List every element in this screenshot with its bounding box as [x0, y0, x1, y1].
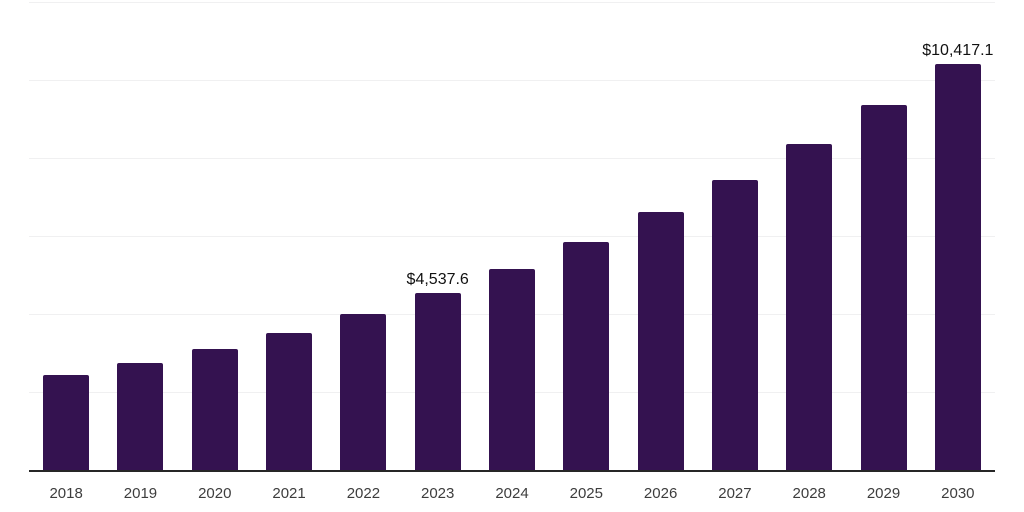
bar-2030[interactable]	[934, 64, 981, 470]
x-tick-2028: 2028	[792, 485, 826, 502]
x-tick-2023: 2023	[421, 485, 455, 502]
x-tick-2024: 2024	[495, 485, 529, 502]
x-tick-2030: 2030	[941, 485, 975, 502]
bar-2021[interactable]	[266, 333, 313, 470]
bar-2029[interactable]	[860, 105, 907, 470]
x-tick-2019: 2019	[123, 485, 158, 502]
x-tick-2026: 2026	[643, 485, 678, 502]
data-label-2030: $10,417.1	[922, 42, 994, 59]
bar-2028[interactable]	[786, 144, 833, 470]
gridline	[29, 80, 995, 81]
bar-2024[interactable]	[489, 269, 535, 470]
bar-2022[interactable]	[340, 314, 387, 470]
x-tick-2029: 2029	[866, 485, 901, 502]
bar-2027[interactable]	[711, 180, 758, 470]
x-tick-2020: 2020	[198, 485, 232, 502]
gridline	[29, 2, 995, 3]
bar-2020[interactable]	[191, 349, 238, 470]
gridline	[29, 158, 995, 159]
bar-2026[interactable]	[637, 212, 684, 470]
bar-2018[interactable]	[43, 375, 90, 470]
x-tick-2018: 2018	[49, 485, 83, 502]
x-tick-2027: 2027	[718, 485, 752, 502]
bar-2023[interactable]	[414, 293, 461, 470]
gridline	[29, 236, 995, 237]
plot-area	[29, 2, 995, 472]
data-label-2023: $4,537.6	[406, 271, 469, 288]
bar-2025[interactable]	[563, 242, 610, 470]
bar-2019[interactable]	[117, 363, 164, 470]
x-tick-2022: 2022	[346, 485, 381, 502]
x-tick-2025: 2025	[569, 485, 603, 502]
x-tick-2021: 2021	[272, 485, 306, 502]
